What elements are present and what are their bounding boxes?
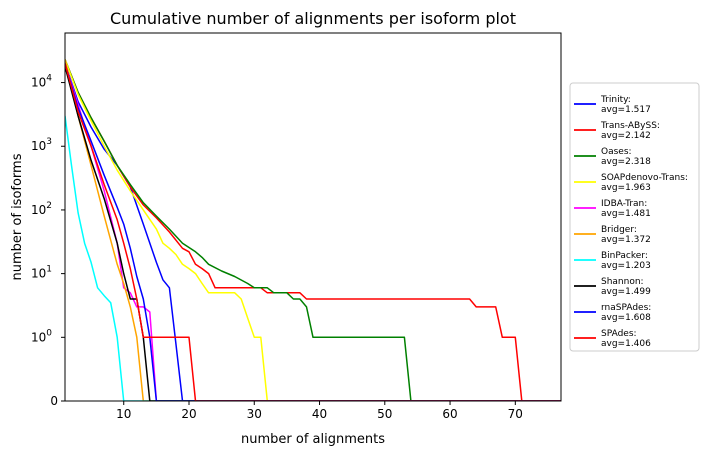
legend-entry-avg: avg=2.142 [601, 131, 651, 141]
legend-entry-avg: avg=1.517 [601, 105, 651, 115]
x-tick-label: 50 [377, 407, 392, 421]
legend-entry-name: Trinity: [600, 95, 631, 105]
series-line-shannon [65, 66, 561, 401]
legend-entry-name: SPAdes: [601, 329, 637, 339]
legend-entry-name: Oases: [601, 147, 632, 157]
legend-entry-name: IDBA-Tran: [601, 199, 647, 209]
legend-entry-avg: avg=1.406 [601, 339, 651, 349]
legend-entry-avg: avg=1.963 [601, 183, 651, 193]
series-line-soapdenovo-trans [65, 59, 561, 401]
y-tick-label: 101 [31, 265, 52, 281]
series-line-rnaspades [65, 63, 561, 401]
series-line-idba-tran [65, 63, 561, 401]
x-axis-label: number of alignments [241, 432, 385, 447]
x-axis: 10 20 30 40 50 60 70 [116, 401, 523, 421]
x-tick-label: 40 [312, 407, 327, 421]
legend-entry-avg: avg=1.203 [601, 261, 651, 271]
y-tick-label: 104 [31, 74, 52, 90]
legend-entry-name: rnaSPAdes: [601, 303, 651, 313]
series-line-trans-abyss [65, 59, 561, 401]
legend-entry-avg: avg=2.318 [601, 157, 651, 167]
legend-entry-name: Trans-ABySS: [600, 121, 660, 131]
y-tick-label: 0 [50, 394, 58, 408]
y-tick-label: 102 [31, 201, 52, 217]
x-tick-label: 30 [247, 407, 262, 421]
x-tick-label: 10 [116, 407, 131, 421]
series-line-oases [65, 59, 561, 401]
chart-title: Cumulative number of alignments per isof… [110, 9, 516, 28]
legend-entry-name: BinPacker: [601, 251, 648, 261]
legend-entry-avg: avg=1.372 [601, 235, 651, 245]
series-line-bridger [65, 59, 561, 401]
x-tick-label: 20 [181, 407, 196, 421]
y-axis-label: number of isoforms [10, 153, 25, 280]
legend-box [569, 82, 700, 352]
legend-entry-name: Bridger: [601, 225, 637, 235]
series-layer [65, 59, 561, 401]
plot-frame [64, 32, 562, 402]
legend-entry-avg: avg=1.608 [601, 313, 651, 323]
series-line-binpacker [65, 115, 561, 401]
legend-entry-name: SOAPdenovo-Trans: [601, 173, 688, 183]
series-line-spades [65, 63, 561, 401]
legend: Trinity:avg=1.517 Trans-ABySS:avg=2.142 Oa… [569, 82, 700, 352]
x-tick-label: 60 [442, 407, 457, 421]
legend-entry-avg: avg=1.481 [601, 209, 651, 219]
y-tick-label: 100 [31, 328, 52, 344]
x-tick-label: 70 [508, 407, 523, 421]
series-line-trinity [65, 63, 561, 401]
legend-entry-avg: avg=1.499 [601, 287, 651, 297]
y-axis: 0 100 101 102 103 104 [31, 74, 65, 408]
legend-entry-name: Shannon: [601, 277, 644, 287]
y-tick-label: 103 [31, 137, 52, 153]
